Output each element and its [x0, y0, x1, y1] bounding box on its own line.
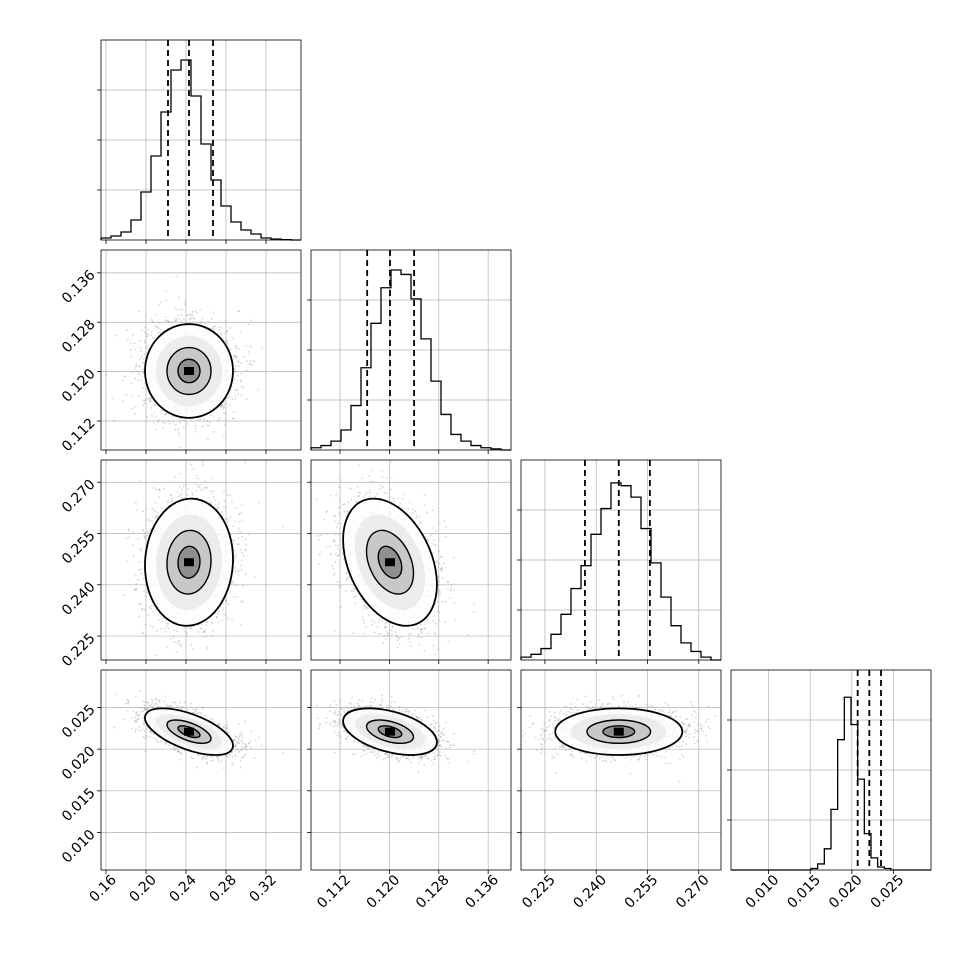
contour-line	[377, 725, 403, 739]
contour-line	[365, 719, 415, 745]
x-tick-label: 0.32	[246, 872, 279, 905]
contour-line	[365, 529, 415, 595]
y-tick-label: 0.225	[59, 630, 99, 670]
x-tick-label: 0.270	[673, 872, 713, 912]
histogram-step	[310, 269, 511, 451]
contour-line	[144, 707, 234, 756]
panel-frame	[100, 39, 302, 241]
contour-line	[177, 725, 201, 739]
histogram-step	[100, 59, 301, 241]
density-peak	[184, 727, 194, 736]
x-tick-label: 0.255	[622, 872, 662, 912]
panel-0-3	[100, 669, 302, 871]
contour-line	[377, 545, 403, 579]
contour-line	[342, 497, 438, 627]
x-tick-label: 0.28	[206, 872, 239, 905]
contour-line	[177, 545, 201, 579]
x-tick-label: 0.225	[519, 872, 559, 912]
x-tick-label: 0.010	[743, 872, 783, 912]
histogram-2	[517, 459, 722, 661]
panel-0-2	[100, 459, 302, 661]
panel-frame	[310, 669, 512, 871]
x-tick-label: 0.20	[126, 872, 159, 905]
contour-line	[144, 497, 234, 627]
panel-frame	[310, 249, 512, 451]
panel-frame	[310, 459, 512, 661]
panel-frame	[100, 249, 302, 451]
contour-line	[342, 707, 438, 756]
histogram-1	[307, 249, 512, 451]
y-tick-label: 0.010	[59, 827, 99, 867]
density-peak	[385, 727, 396, 736]
contour-line	[177, 358, 201, 384]
contour-line	[166, 346, 212, 396]
y-tick-label: 0.128	[59, 317, 99, 357]
y-tick-label: 0.020	[59, 744, 99, 784]
x-tick-label: 0.24	[166, 872, 199, 905]
panel-2-3	[520, 669, 722, 871]
density-peak	[613, 727, 624, 736]
panel-frame	[730, 669, 932, 871]
histogram-3	[727, 669, 932, 871]
panel-0-1	[100, 249, 302, 451]
histogram-0	[97, 39, 302, 241]
panel-frame	[520, 459, 722, 661]
x-tick-label: 0.120	[364, 872, 404, 912]
x-tick-label: 0.128	[413, 872, 453, 912]
contour-line	[166, 719, 212, 745]
panel-frame	[100, 669, 302, 871]
density-peak	[385, 558, 396, 567]
x-tick-label: 0.136	[462, 872, 502, 912]
contour-line	[586, 719, 652, 745]
y-tick-label: 0.112	[59, 415, 99, 455]
x-tick-label: 0.16	[86, 872, 119, 905]
density-peak	[184, 366, 194, 375]
panel-1-3	[310, 669, 512, 871]
contour-line	[166, 529, 212, 595]
y-tick-label: 0.025	[59, 702, 99, 742]
contour-line	[144, 323, 234, 419]
panel-1-2	[310, 459, 512, 661]
density-peak	[184, 558, 194, 567]
y-tick-label: 0.255	[59, 528, 99, 568]
panel-frame	[100, 459, 302, 661]
x-tick-label: 0.015	[784, 872, 824, 912]
y-tick-label: 0.240	[59, 579, 99, 619]
x-tick-label: 0.112	[314, 872, 354, 912]
x-tick-label: 0.025	[868, 872, 908, 912]
contour-line	[602, 725, 636, 739]
y-tick-label: 0.136	[59, 267, 99, 307]
histogram-step	[520, 482, 721, 661]
x-tick-label: 0.020	[826, 872, 866, 912]
y-tick-label: 0.120	[59, 366, 99, 406]
contour-line	[554, 707, 684, 756]
y-tick-label: 0.270	[59, 477, 99, 517]
panel-frame	[520, 669, 722, 871]
y-tick-label: 0.015	[59, 785, 99, 825]
x-tick-label: 0.240	[570, 872, 610, 912]
